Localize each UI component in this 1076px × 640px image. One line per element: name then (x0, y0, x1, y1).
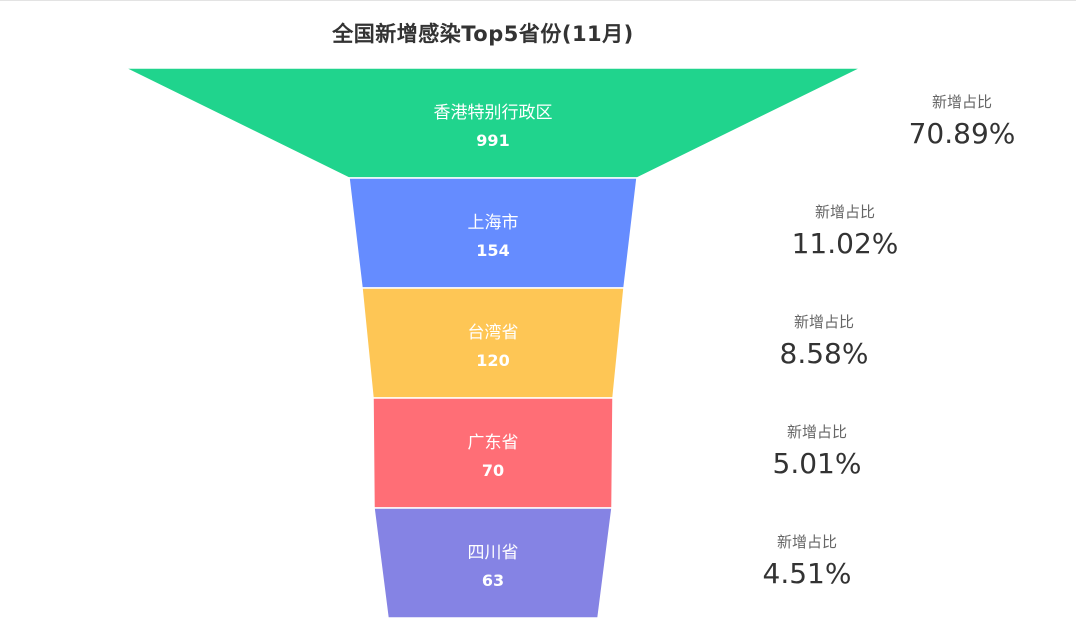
segment-value-label: 120 (476, 351, 509, 370)
share-value: 70.89% (909, 117, 1016, 150)
segment-name-label: 广东省 (468, 433, 519, 453)
segment-value-label: 154 (476, 241, 509, 260)
funnel-segment-4 (372, 397, 614, 509)
share-caption: 新增占比 (787, 423, 847, 441)
share-caption: 新增占比 (794, 313, 854, 331)
share-value: 5.01% (773, 447, 862, 480)
segment-name-label: 四川省 (468, 543, 519, 563)
segment-name-label: 上海市 (468, 213, 519, 233)
funnel-segment-1 (124, 67, 862, 179)
top-border (0, 0, 1076, 1)
segment-value-label: 63 (482, 571, 504, 590)
segment-name-label: 台湾省 (468, 323, 519, 343)
share-caption: 新增占比 (777, 533, 837, 551)
share-caption: 新增占比 (815, 203, 875, 221)
funnel-segment-5 (373, 507, 613, 619)
share-value: 11.02% (792, 227, 899, 260)
segment-name-label: 香港特别行政区 (434, 103, 553, 123)
funnel-segment-2 (348, 177, 638, 289)
share-value: 4.51% (763, 557, 852, 590)
funnel-segment-3 (361, 287, 625, 399)
segment-value-label: 70 (482, 461, 504, 480)
share-caption: 新增占比 (932, 93, 992, 111)
chart-title: 全国新增感染Top5省份(11月) (332, 22, 634, 46)
segment-value-label: 991 (476, 131, 509, 150)
share-value: 8.58% (780, 337, 869, 370)
